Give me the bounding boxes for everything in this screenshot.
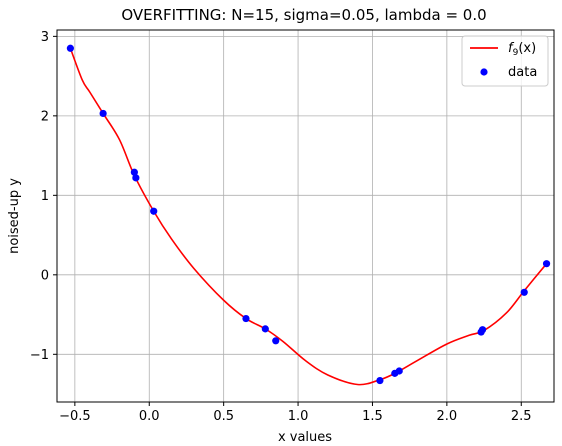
chart-title: OVERFITTING: N=15, sigma=0.05, lambda = … xyxy=(121,6,486,24)
x-tick-label: 1.0 xyxy=(288,409,309,424)
y-tick-label: 1 xyxy=(41,189,49,204)
data-point xyxy=(261,325,269,333)
data-point xyxy=(130,168,138,176)
data-points xyxy=(66,44,551,385)
x-axis-ticks: −0.5 0.0 0.5 1.0 1.5 2.0 2.5 xyxy=(59,402,532,424)
data-point xyxy=(520,288,528,296)
legend-label-fit: f9(x) xyxy=(508,41,536,58)
y-tick-label: 3 xyxy=(41,30,49,45)
data-point xyxy=(242,314,250,323)
data-point xyxy=(132,174,140,182)
legend-label-fit-args: (x) xyxy=(518,41,536,56)
data-point xyxy=(99,109,107,118)
x-axis-label: x values xyxy=(278,430,332,445)
x-tick-label: 0.0 xyxy=(139,409,160,424)
y-axis-ticks: −1 0 1 2 3 xyxy=(30,30,57,363)
legend-label-fit-subscript: 9 xyxy=(513,48,519,58)
data-point xyxy=(395,367,403,375)
y-axis-label: noised-up y xyxy=(7,178,22,254)
x-tick-label: 0.5 xyxy=(213,409,234,424)
data-point xyxy=(66,44,74,52)
fitted-curve-line xyxy=(69,47,548,386)
y-tick-label: −1 xyxy=(30,348,49,363)
data-point xyxy=(376,376,384,385)
legend-label-data: data xyxy=(508,65,537,80)
plot-frame xyxy=(56,29,555,403)
data-point xyxy=(150,207,158,215)
y-tick-label: 2 xyxy=(41,109,49,124)
legend-label-fit-main: f xyxy=(508,41,515,56)
x-tick-label: 1.5 xyxy=(362,409,383,424)
legend-dot-swatch xyxy=(480,68,488,76)
data-point xyxy=(478,326,487,334)
grid xyxy=(57,30,554,402)
x-tick-label: 2.5 xyxy=(511,409,532,424)
plot-area xyxy=(66,44,551,386)
data-point xyxy=(272,337,280,345)
x-tick-label: −0.5 xyxy=(59,409,91,424)
legend: f9(x) data xyxy=(461,35,549,87)
data-point xyxy=(542,260,551,268)
x-tick-label: 2.0 xyxy=(437,409,458,424)
y-tick-label: 0 xyxy=(41,268,49,283)
